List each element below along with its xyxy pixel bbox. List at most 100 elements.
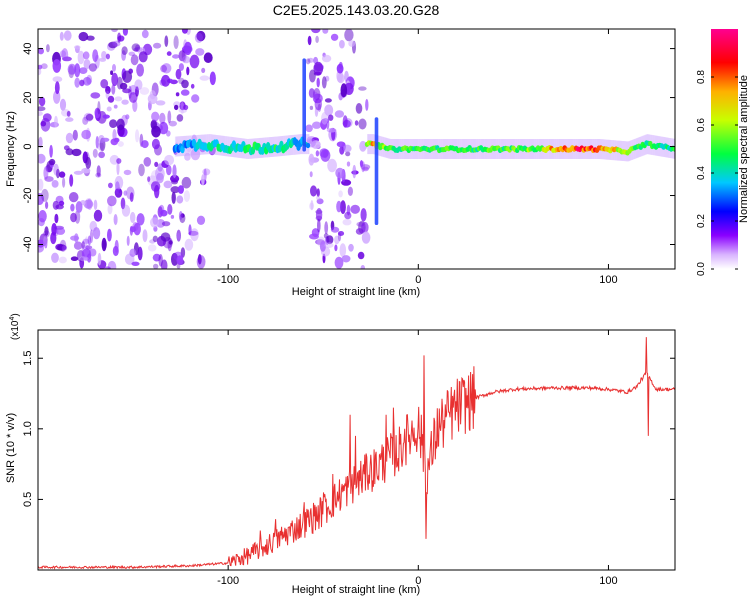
noise-blob bbox=[181, 176, 192, 189]
noise-blob bbox=[100, 79, 109, 89]
noise-blob bbox=[101, 50, 107, 60]
noise-blob bbox=[190, 83, 195, 89]
noise-blob bbox=[50, 231, 57, 245]
noise-blob bbox=[340, 200, 346, 215]
noise-blob bbox=[183, 41, 192, 56]
noise-blob bbox=[90, 92, 101, 99]
noise-blob bbox=[38, 106, 46, 112]
noise-blob bbox=[131, 43, 141, 52]
noise-blob bbox=[136, 213, 145, 226]
snr-y-ticks: 0.5 1.0 1.5 bbox=[22, 351, 675, 507]
noise-blob bbox=[326, 235, 334, 245]
noise-blob bbox=[319, 240, 326, 252]
noise-blob bbox=[337, 231, 345, 236]
noise-blob bbox=[137, 246, 143, 261]
noise-blob bbox=[180, 101, 185, 115]
noise-blob bbox=[309, 233, 319, 240]
noise-blob bbox=[195, 48, 205, 56]
noise-blob bbox=[107, 228, 112, 242]
noise-blob bbox=[328, 114, 334, 121]
noise-blob bbox=[155, 167, 165, 181]
noise-blob bbox=[324, 242, 334, 248]
noise-blob bbox=[344, 211, 352, 220]
noise-blob bbox=[345, 151, 351, 157]
noise-blob bbox=[358, 86, 367, 91]
noise-blob bbox=[122, 88, 131, 94]
noise-blob bbox=[74, 77, 80, 88]
noise-blob bbox=[346, 161, 351, 167]
noise-blob bbox=[161, 221, 171, 227]
noise-blob bbox=[115, 181, 120, 195]
noise-blob bbox=[121, 204, 131, 217]
noise-blob bbox=[160, 64, 168, 73]
noise-blob bbox=[107, 195, 117, 207]
noise-blob bbox=[92, 49, 99, 62]
noise-blob bbox=[354, 120, 359, 126]
noise-blob bbox=[348, 243, 354, 252]
noise-blob bbox=[177, 185, 184, 194]
colorbar-tick-label: 0.4 bbox=[696, 166, 707, 180]
noise-blob bbox=[151, 125, 161, 138]
noise-blob bbox=[116, 118, 125, 131]
multiplier-exponent: 4 bbox=[9, 317, 16, 321]
noise-blob bbox=[315, 208, 323, 222]
noise-blob bbox=[168, 120, 177, 127]
noise-blob bbox=[309, 105, 314, 110]
noise-blob bbox=[134, 79, 143, 91]
noise-blob bbox=[139, 87, 150, 95]
noise-blob bbox=[70, 212, 77, 223]
noise-blob bbox=[209, 71, 216, 86]
noise-blob bbox=[109, 119, 118, 128]
noise-blob bbox=[66, 110, 71, 117]
noise-blob bbox=[305, 124, 313, 133]
noise-blob bbox=[160, 259, 168, 269]
noise-blob bbox=[352, 164, 357, 179]
noise-blob bbox=[335, 167, 345, 179]
noise-blob bbox=[38, 111, 43, 116]
noise-blob bbox=[334, 235, 340, 245]
x-tick-label: 100 bbox=[599, 575, 617, 587]
noise-blob bbox=[324, 221, 329, 235]
noise-blob bbox=[81, 129, 92, 140]
noise-blob bbox=[135, 129, 140, 143]
noise-blob bbox=[164, 154, 175, 166]
noise-blob bbox=[105, 86, 111, 94]
noise-blob bbox=[107, 203, 113, 215]
noise-blob bbox=[123, 169, 132, 176]
noise-blob bbox=[158, 204, 165, 215]
noise-blob bbox=[85, 236, 89, 244]
noise-blob bbox=[175, 92, 180, 97]
noise-blob bbox=[129, 248, 137, 257]
noise-blob bbox=[70, 203, 75, 212]
noise-blob bbox=[173, 35, 179, 49]
chart-title: C2E5.2025.143.03.20.G28 bbox=[273, 2, 440, 18]
noise-blob bbox=[201, 67, 206, 73]
noise-blob bbox=[69, 174, 74, 187]
colorbar-tick-label: 0.8 bbox=[696, 70, 707, 84]
noise-blob bbox=[53, 90, 61, 104]
noise-blob bbox=[309, 171, 313, 178]
noise-blob bbox=[313, 61, 324, 76]
noise-blob bbox=[178, 50, 186, 62]
noise-blob bbox=[176, 114, 184, 122]
noise-blob bbox=[308, 153, 315, 166]
noise-blob bbox=[307, 57, 314, 63]
noise-blob bbox=[326, 128, 337, 133]
noise-blob bbox=[189, 54, 200, 69]
spectrogram-panel: -100 0 100 -40 -20 0 20 40 Height of straight … bbox=[5, 28, 676, 298]
noise-blob bbox=[154, 161, 159, 167]
noise-blob bbox=[321, 112, 329, 125]
noise-blob bbox=[89, 229, 94, 243]
noise-blob bbox=[74, 45, 81, 50]
noise-blob bbox=[85, 113, 94, 121]
noise-blob bbox=[38, 47, 44, 55]
noise-blob bbox=[153, 42, 162, 49]
noise-blob bbox=[130, 211, 136, 224]
noise-blob bbox=[178, 211, 183, 220]
noise-blob bbox=[312, 121, 322, 129]
noise-blob bbox=[314, 98, 322, 111]
noise-blob bbox=[170, 186, 180, 194]
noise-blob bbox=[339, 39, 345, 49]
noise-blob bbox=[111, 84, 116, 95]
